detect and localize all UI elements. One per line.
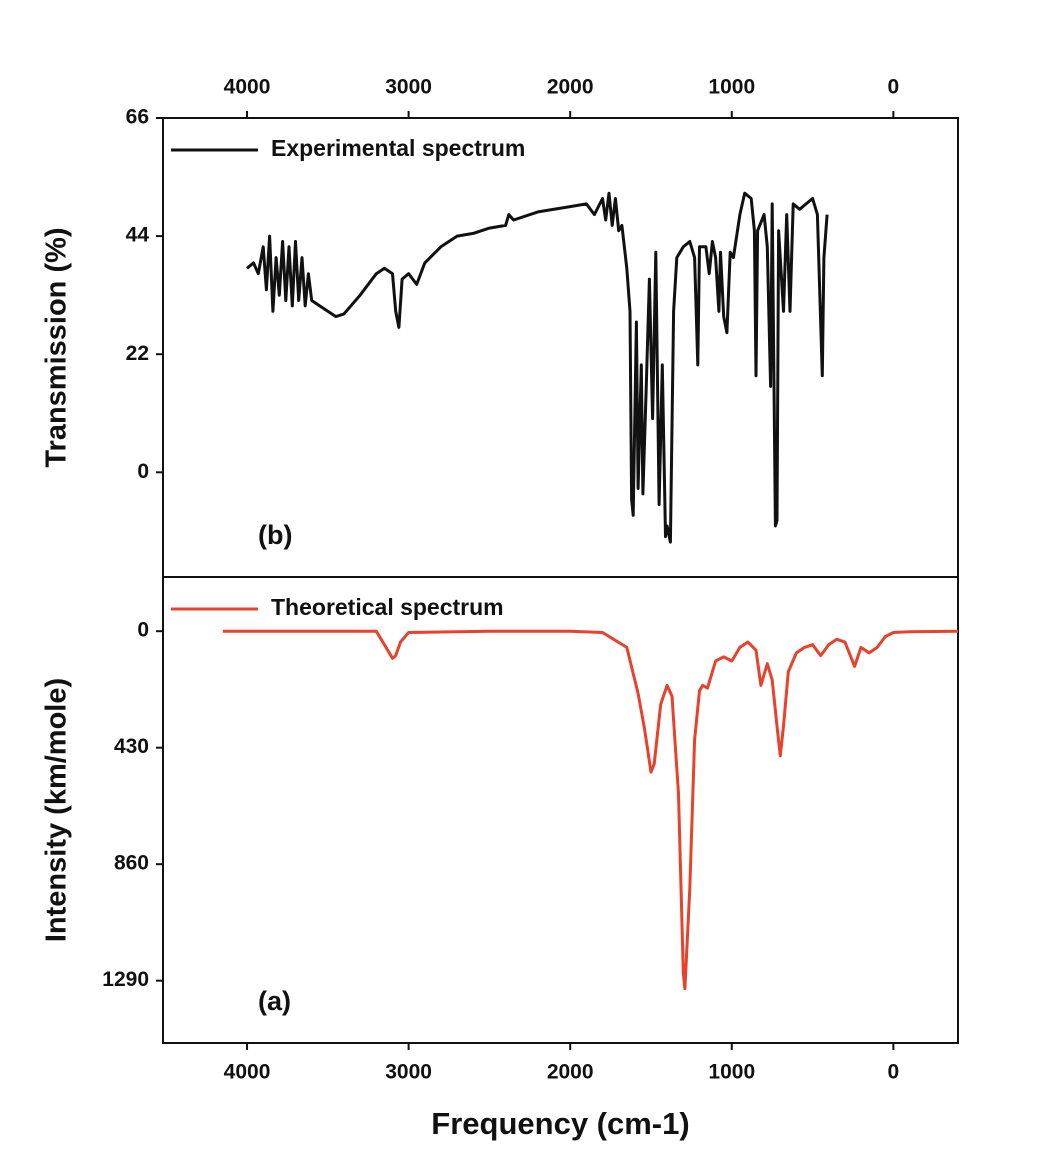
- x-tick-label: 2000: [547, 1061, 594, 1084]
- line-series: [222, 629, 959, 991]
- legend-label: Experimental spectrum: [271, 135, 525, 161]
- x-tick-label: 1000: [708, 1061, 755, 1084]
- x-tick-label: 4000: [224, 76, 271, 99]
- x-tick-label: 0: [888, 76, 900, 99]
- y-tick-label: 1290: [102, 968, 149, 991]
- x-tick-label: 1000: [708, 76, 755, 99]
- x-tick-label: 3000: [385, 1061, 432, 1084]
- plot-frame: [162, 576, 959, 1044]
- y-axis-label: Transmission (%): [41, 227, 73, 467]
- y-tick-label: 0: [137, 619, 149, 642]
- y-tick-label: 0: [137, 460, 149, 483]
- y-tick-label: 860: [114, 852, 149, 875]
- plot-frame: [162, 117, 959, 578]
- x-axis-label: Frequency (cm-1): [431, 1106, 689, 1141]
- x-tick-label: 0: [888, 1061, 900, 1084]
- x-tick-label: 4000: [224, 1061, 271, 1084]
- x-tick-label: 3000: [385, 76, 432, 99]
- legend-label: Theoretical spectrum: [271, 594, 504, 620]
- y-tick-label: 66: [126, 106, 149, 129]
- line-series: [246, 191, 829, 544]
- x-tick-label: 2000: [547, 76, 594, 99]
- annotation: (b): [258, 520, 292, 550]
- y-tick-label: 22: [126, 342, 149, 365]
- annotation: (a): [258, 986, 291, 1016]
- y-tick-label: 44: [126, 224, 150, 247]
- y-tick-label: 430: [114, 735, 149, 758]
- y-axis-label: Intensity (km/mole): [41, 678, 73, 942]
